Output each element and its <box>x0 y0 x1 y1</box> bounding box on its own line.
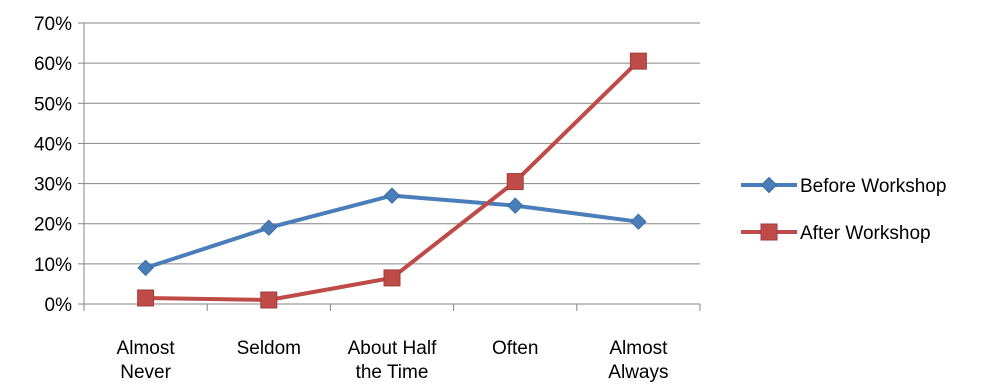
data-point <box>137 289 155 307</box>
data-point <box>383 187 401 204</box>
x-tick-label: Almost Never <box>117 338 176 383</box>
data-point <box>260 219 278 236</box>
y-tick-label: 30% <box>34 175 72 196</box>
gridlines <box>84 22 700 265</box>
data-point <box>506 197 524 214</box>
y-tick-label: 60% <box>34 54 72 75</box>
y-tick-label: 50% <box>34 94 72 115</box>
x-tick-label: Almost Always <box>608 338 668 383</box>
y-tick-label: 40% <box>34 134 72 155</box>
data-point <box>383 269 401 287</box>
legend: Before Workshop After Workshop <box>741 176 946 244</box>
legend-marker <box>760 176 778 194</box>
data-point <box>260 291 278 309</box>
series <box>137 52 647 309</box>
legend-marker <box>760 223 778 241</box>
data-point <box>629 52 647 70</box>
series-line <box>144 193 639 270</box>
data-point <box>506 173 524 191</box>
y-tick-label: 0% <box>45 295 73 316</box>
y-tick-label: 70% <box>34 14 72 35</box>
data-point <box>630 213 647 230</box>
legend-label: After Workshop <box>800 223 931 244</box>
y-tick-label: 10% <box>34 255 72 276</box>
x-tick-label: Often <box>492 338 538 359</box>
axes: 0% 10% 20% 30% 40% 50% 60% 70% Almost Never Seldom… <box>34 14 701 383</box>
x-tick-label: About Half the Time <box>348 338 437 383</box>
legend-label: Before Workshop <box>800 176 946 197</box>
data-point <box>137 259 154 277</box>
x-tick-label: Seldom <box>237 338 301 359</box>
y-tick-label: 20% <box>34 215 72 236</box>
